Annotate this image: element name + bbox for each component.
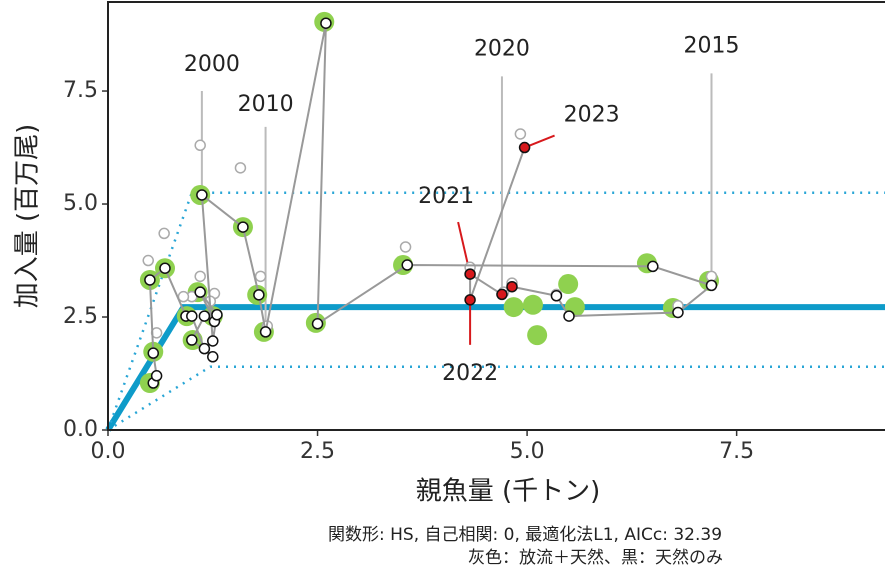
data-point [196,189,208,201]
data-point [144,274,156,286]
srr-point [522,294,543,315]
srr-point [527,325,548,346]
x-axis-title: 親魚量 (千トン) [416,477,601,507]
data-point [186,310,198,322]
plot-frame [107,1,885,431]
data-point [237,221,249,233]
annotation: 2022 [442,361,498,386]
x-tick-label: 7.5 [719,439,754,464]
data-point [186,334,198,346]
data-point [194,286,206,298]
data-point [194,139,206,152]
data-point [518,141,531,154]
data-point [506,280,518,293]
annotation: 2020 [474,36,530,61]
fit-line [106,191,885,431]
data-point [647,260,659,273]
data-point [253,289,265,301]
data-point [211,309,223,321]
data-point [401,259,413,271]
data-point [311,318,324,330]
data-point [705,279,718,292]
data-point [496,288,508,301]
data-point [259,326,272,338]
data-point [198,310,211,322]
note: 関数形: HS, 自己相関: 0, 最適化法L1, AICc: 32.39 [328,525,722,545]
data-point [464,268,476,280]
annotation: 2021 [418,184,474,209]
data-point [514,128,527,140]
data-point [320,17,332,29]
annotation: 2000 [184,52,240,77]
data-point [254,270,267,283]
annotation: 2015 [683,33,739,58]
data-point [563,310,575,322]
data-point [464,294,476,306]
x-tick-label: 5.0 [510,439,545,464]
srr-point [503,297,524,318]
data-point [194,270,206,283]
data-point [159,262,171,274]
data-point [672,306,684,319]
data-point [207,351,219,363]
y-axis-title: 加入量 (百万尾) [13,124,43,309]
data-point [142,254,154,267]
data-point [234,162,247,174]
x-tick-label: 0.0 [91,439,126,464]
data-point [147,347,160,359]
annotation: 2023 [564,103,620,128]
annotation: 2010 [238,92,294,117]
data-point [207,335,219,347]
x-tick-label: 2.5 [300,439,335,464]
data-point [150,370,163,382]
data-point [399,241,412,253]
y-tick-label: 5.0 [63,191,98,216]
fit-line [107,365,885,432]
data-point [198,342,211,355]
y-tick-label: 2.5 [63,304,98,329]
note: 灰色：放流＋天然、黒：天然のみ [468,548,723,568]
data-point [550,290,563,302]
srr-point [558,274,579,295]
y-tick-label: 0.0 [63,417,98,442]
data-point [158,227,170,240]
y-tick-label: 7.5 [63,78,98,103]
